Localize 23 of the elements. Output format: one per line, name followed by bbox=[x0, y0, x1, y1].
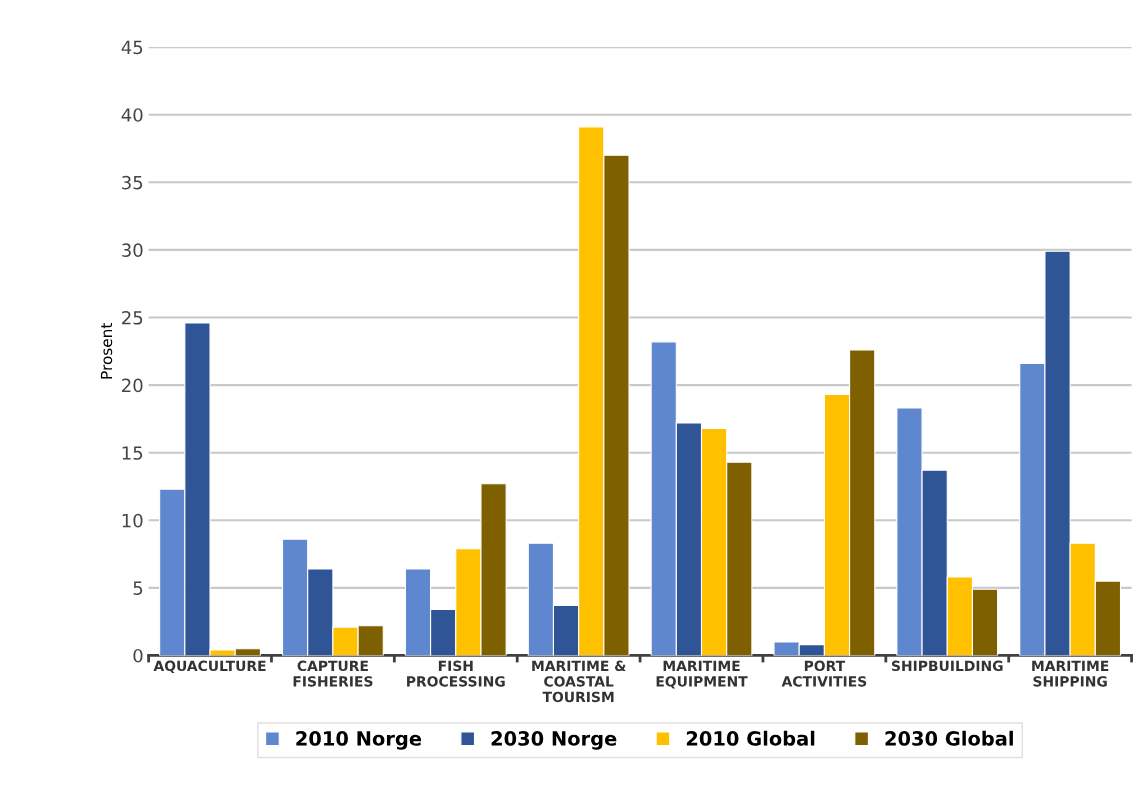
y-tick-label: 5 bbox=[133, 581, 143, 595]
x-tick-label: MARITIME SHIPPING bbox=[1032, 660, 1109, 687]
y-tick-label: 20 bbox=[122, 378, 143, 393]
y-tick-label: 0 bbox=[133, 648, 143, 663]
legend-label: 2030 Norge bbox=[491, 731, 617, 750]
y-tick-label: 10 bbox=[122, 513, 143, 528]
legend-label: 2030 Global bbox=[885, 730, 1013, 746]
x-tick-label: PORT ACTIVITIES bbox=[781, 660, 867, 687]
x-tick-label: MARITIME EQUIPMENT bbox=[656, 660, 748, 689]
y-tick-label: 25 bbox=[122, 310, 143, 325]
legend-label: 2010 Global bbox=[686, 730, 815, 746]
x-tick-label: AQUACULTURE bbox=[153, 660, 266, 673]
x-tick-label: FISH PROCESSING bbox=[407, 660, 505, 687]
x-tick-label: MARITIME & COASTAL TOURISM bbox=[532, 660, 626, 703]
y-tick-label: 45 bbox=[121, 40, 143, 55]
y-tick-label: 30 bbox=[122, 243, 143, 258]
y-tick-label: 40 bbox=[121, 108, 143, 122]
y-tick-label: 15 bbox=[122, 446, 143, 460]
x-tick-label: SHIPBUILDING bbox=[891, 660, 1003, 672]
y-axis-title: Prosent bbox=[100, 323, 113, 379]
x-tick-label: CAPTURE FISHERIES bbox=[293, 660, 373, 687]
legend-label: 2010 Norge bbox=[296, 731, 422, 750]
y-tick-label: 35 bbox=[122, 175, 143, 190]
